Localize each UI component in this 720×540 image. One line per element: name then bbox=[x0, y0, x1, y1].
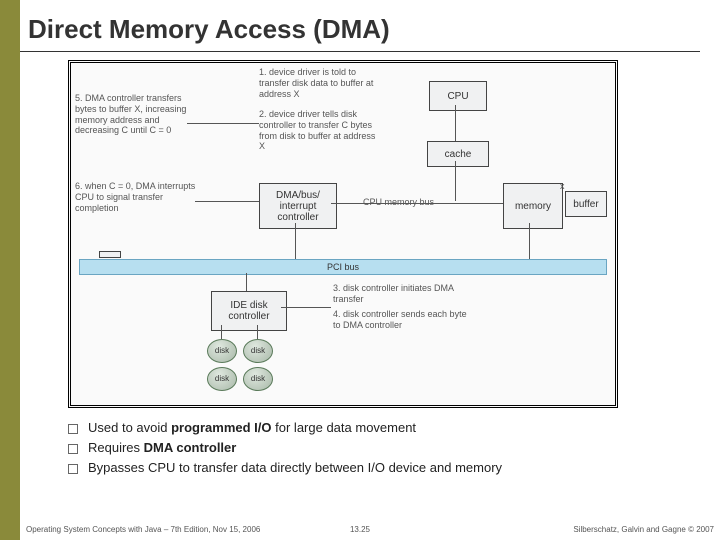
step-4: 4. disk controller sends each byte to DM… bbox=[333, 309, 473, 331]
buffer-box: buffer bbox=[565, 191, 607, 217]
disk-4: disk bbox=[243, 367, 273, 391]
page-title: Direct Memory Access (DMA) bbox=[20, 0, 700, 52]
line-step34 bbox=[281, 307, 331, 308]
dma-box: DMA/bus/ interrupt controller bbox=[259, 183, 337, 229]
step-2: 2. device driver tells disk controller t… bbox=[259, 109, 379, 152]
cache-box: cache bbox=[427, 141, 489, 167]
accent-bar bbox=[0, 0, 20, 540]
bullet-item: Used to avoid programmed I/O for large d… bbox=[68, 420, 700, 437]
conn-left bbox=[99, 251, 121, 258]
line-cpu-cache bbox=[455, 105, 456, 141]
dma-diagram: 1. device driver is told to transfer dis… bbox=[68, 60, 618, 408]
bullet-item: Bypasses CPU to transfer data directly b… bbox=[68, 460, 700, 477]
memory-box: memory bbox=[503, 183, 563, 229]
step-3: 3. disk controller initiates DMA transfe… bbox=[333, 283, 473, 305]
disk-1: disk bbox=[207, 339, 237, 363]
line-dma-pci bbox=[295, 223, 296, 259]
step-6: 6. when C = 0, DMA interrupts CPU to sig… bbox=[75, 181, 205, 213]
bullet-text: Bypasses CPU to transfer data directly b… bbox=[88, 460, 502, 477]
slide: Direct Memory Access (DMA) 1. device dri… bbox=[20, 0, 700, 540]
ide-box: IDE disk controller bbox=[211, 291, 287, 331]
bullet-item: Requires DMA controller bbox=[68, 440, 700, 457]
bullet-icon bbox=[68, 424, 78, 434]
line-pci-ide bbox=[246, 273, 247, 291]
step-1: 1. device driver is told to transfer dis… bbox=[259, 67, 379, 99]
disk-3: disk bbox=[207, 367, 237, 391]
bullet-text: Used to avoid programmed I/O for large d… bbox=[88, 420, 416, 437]
line-step6 bbox=[195, 201, 259, 202]
line-ide-disk1 bbox=[221, 325, 222, 339]
footer-right: Silberschatz, Galvin and Gagne © 2007 bbox=[573, 525, 714, 534]
bullet-icon bbox=[68, 464, 78, 474]
bullet-text: Requires DMA controller bbox=[88, 440, 236, 457]
x-label: x bbox=[560, 181, 565, 192]
line-mem-pci bbox=[529, 223, 530, 259]
cpu-box: CPU bbox=[429, 81, 487, 111]
bullet-icon bbox=[68, 444, 78, 454]
step-5: 5. DMA controller transfers bytes to buf… bbox=[75, 93, 195, 136]
line-step5 bbox=[187, 123, 259, 124]
disk-2: disk bbox=[243, 339, 273, 363]
line-cache-bus bbox=[455, 161, 456, 201]
bullet-list: Used to avoid programmed I/O for large d… bbox=[68, 420, 700, 477]
pci-bus: PCI bus bbox=[79, 259, 607, 275]
line-bus bbox=[331, 203, 503, 204]
line-ide-disk2 bbox=[257, 325, 258, 339]
